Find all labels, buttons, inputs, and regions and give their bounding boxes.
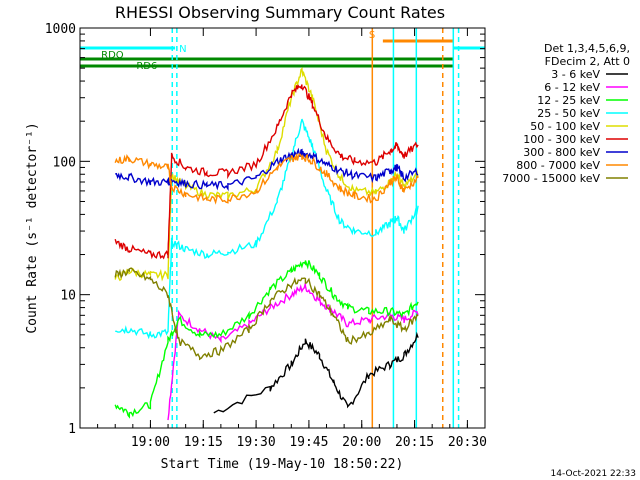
legend-label: 300 - 800 keV: [523, 146, 600, 159]
state-bar-label: RDO: [101, 50, 124, 61]
series-line: [114, 84, 419, 260]
series-line: [213, 331, 419, 414]
x-tick-label: 19:30: [237, 435, 276, 450]
y-tick-label: 10: [60, 289, 76, 304]
legend-label: 100 - 300 keV: [523, 133, 600, 146]
legend-label: 7000 - 15000 keV: [502, 172, 600, 185]
series-line: [114, 267, 419, 361]
y-tick-label: 1: [68, 422, 76, 437]
y-axis-label: Count Rate (s⁻¹ detector⁻¹): [25, 122, 40, 333]
vertical-markers: [171, 28, 460, 428]
y-axis-ticks: 1 10 100 1000: [45, 22, 485, 437]
x-tick-label: 19:00: [131, 435, 170, 450]
legend-label: 12 - 25 keV: [537, 94, 600, 107]
x-tick-label: 19:45: [289, 435, 328, 450]
x-axis-ticks: 19:00 19:15 19:30 19:45 20:00 20:15 20:30: [79, 28, 487, 450]
legend-label: 3 - 6 keV: [551, 68, 600, 81]
legend-header: FDecim 2, Att 0: [545, 55, 630, 68]
x-tick-label: 20:15: [395, 435, 434, 450]
legend-label: 50 - 100 keV: [530, 120, 600, 133]
series-lines: [114, 67, 419, 421]
timestamp: 14-Oct-2021 22:33: [551, 469, 636, 479]
plot-frame: [79, 27, 486, 429]
x-tick-label: 19:15: [184, 435, 223, 450]
legend-header: Det 1,3,4,5,6,9,: [544, 42, 630, 55]
y-tick-label: 100: [53, 155, 76, 170]
state-bar-label: N: [179, 44, 186, 55]
legend-label: 6 - 12 keV: [544, 81, 600, 94]
x-axis-label: Start Time (19-May-10 18:50:22): [161, 457, 404, 472]
series-line: [167, 283, 419, 421]
chart-title: RHESSI Observing Summary Count Rates: [115, 3, 445, 22]
x-tick-label: 20:30: [448, 435, 487, 450]
series-line: [114, 260, 419, 419]
series-line: [114, 153, 419, 205]
state-bars: NSRDORD6: [80, 30, 485, 72]
legend-label: 800 - 7000 keV: [516, 159, 600, 172]
x-tick-label: 20:00: [342, 435, 381, 450]
legend: Det 1,3,4,5,6,9,FDecim 2, Att 03 - 6 keV…: [502, 42, 630, 185]
y-tick-label: 1000: [45, 22, 76, 37]
state-bar-label: RD6: [136, 61, 157, 72]
legend-label: 25 - 50 keV: [537, 107, 600, 120]
